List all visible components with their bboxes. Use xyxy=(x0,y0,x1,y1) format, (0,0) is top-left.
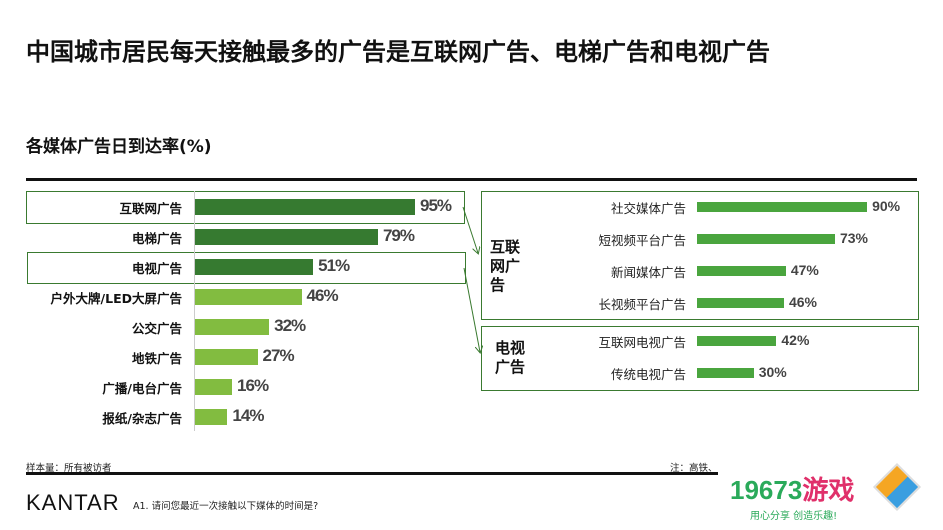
bar xyxy=(195,289,302,305)
value-label: 46% xyxy=(788,294,817,310)
category-label: 报纸/杂志广告 xyxy=(102,411,182,426)
arrow-tv xyxy=(463,267,480,352)
category-label: 公交广告 xyxy=(131,321,182,336)
axis-line xyxy=(194,191,195,431)
value-label: 30% xyxy=(758,364,787,380)
value-label: 73% xyxy=(839,230,868,246)
category-label: 电梯广告 xyxy=(131,231,182,246)
watermark-logo: 19673游戏 用心分享 创造乐趣! xyxy=(730,462,930,522)
category-label: 电视广告 xyxy=(131,261,182,276)
divider xyxy=(26,178,917,181)
value-label: 95% xyxy=(420,196,452,215)
group-label-text: 电视广告 xyxy=(495,339,526,376)
category-label: 互联网电视广告 xyxy=(598,335,686,350)
group-label-text: 互联网广告 xyxy=(490,238,521,294)
value-label: 14% xyxy=(232,406,264,425)
group-box-tv xyxy=(481,326,919,391)
category-label: 互联网广告 xyxy=(119,201,182,216)
category-label: 地铁广告 xyxy=(131,351,182,366)
arrow-internet xyxy=(462,206,478,253)
value-label: 79% xyxy=(382,226,415,245)
bar xyxy=(697,336,777,346)
bar xyxy=(195,199,416,215)
sample-note: 样本量：所有被访者 xyxy=(26,463,112,474)
footnote: 注：高铁、 xyxy=(670,463,718,474)
bar xyxy=(195,259,314,275)
value-label: 32% xyxy=(274,316,306,335)
bar xyxy=(195,379,233,395)
value-label: 46% xyxy=(306,286,339,305)
group-label-internet: 互联网广告 xyxy=(490,238,524,295)
category-label: 长视频平台广告 xyxy=(598,297,686,312)
bar xyxy=(697,368,754,378)
bar xyxy=(195,349,258,365)
bar xyxy=(697,298,784,308)
value-label: 51% xyxy=(318,256,350,275)
value-label: 90% xyxy=(872,198,901,214)
bar xyxy=(697,234,835,244)
chart-subtitle: 各媒体广告日到达率(%) xyxy=(26,137,212,157)
category-label: 短视频平台广告 xyxy=(598,233,686,248)
group-box-internet xyxy=(481,191,919,320)
category-label: 传统电视广告 xyxy=(610,367,686,382)
bar xyxy=(697,202,868,212)
value-label: 47% xyxy=(790,262,819,278)
bar xyxy=(195,409,228,425)
category-label: 广播/电台广告 xyxy=(102,381,182,396)
page-title: 中国城市居民每天接触最多的广告是互联网广告、电梯广告和电视广告 xyxy=(26,38,770,66)
bar xyxy=(195,229,378,245)
category-label: 新闻媒体广告 xyxy=(610,265,686,280)
value-label: 42% xyxy=(781,332,810,348)
kantar-logo: KANTAR xyxy=(26,490,120,515)
group-label-tv: 电视广告 xyxy=(495,339,529,377)
footer-divider xyxy=(26,472,718,475)
highlight-box-tv xyxy=(27,252,466,284)
category-label: 户外大牌/LED大屏广告 xyxy=(50,291,182,306)
question-note: A1. 请问您最近一次接触以下媒体的时间是? xyxy=(133,501,319,512)
bar xyxy=(697,266,786,276)
value-label: 27% xyxy=(262,346,295,365)
value-label: 16% xyxy=(237,376,269,395)
highlight-box-internet xyxy=(26,191,465,224)
category-label: 社交媒体广告 xyxy=(610,201,686,216)
bar xyxy=(195,319,270,335)
